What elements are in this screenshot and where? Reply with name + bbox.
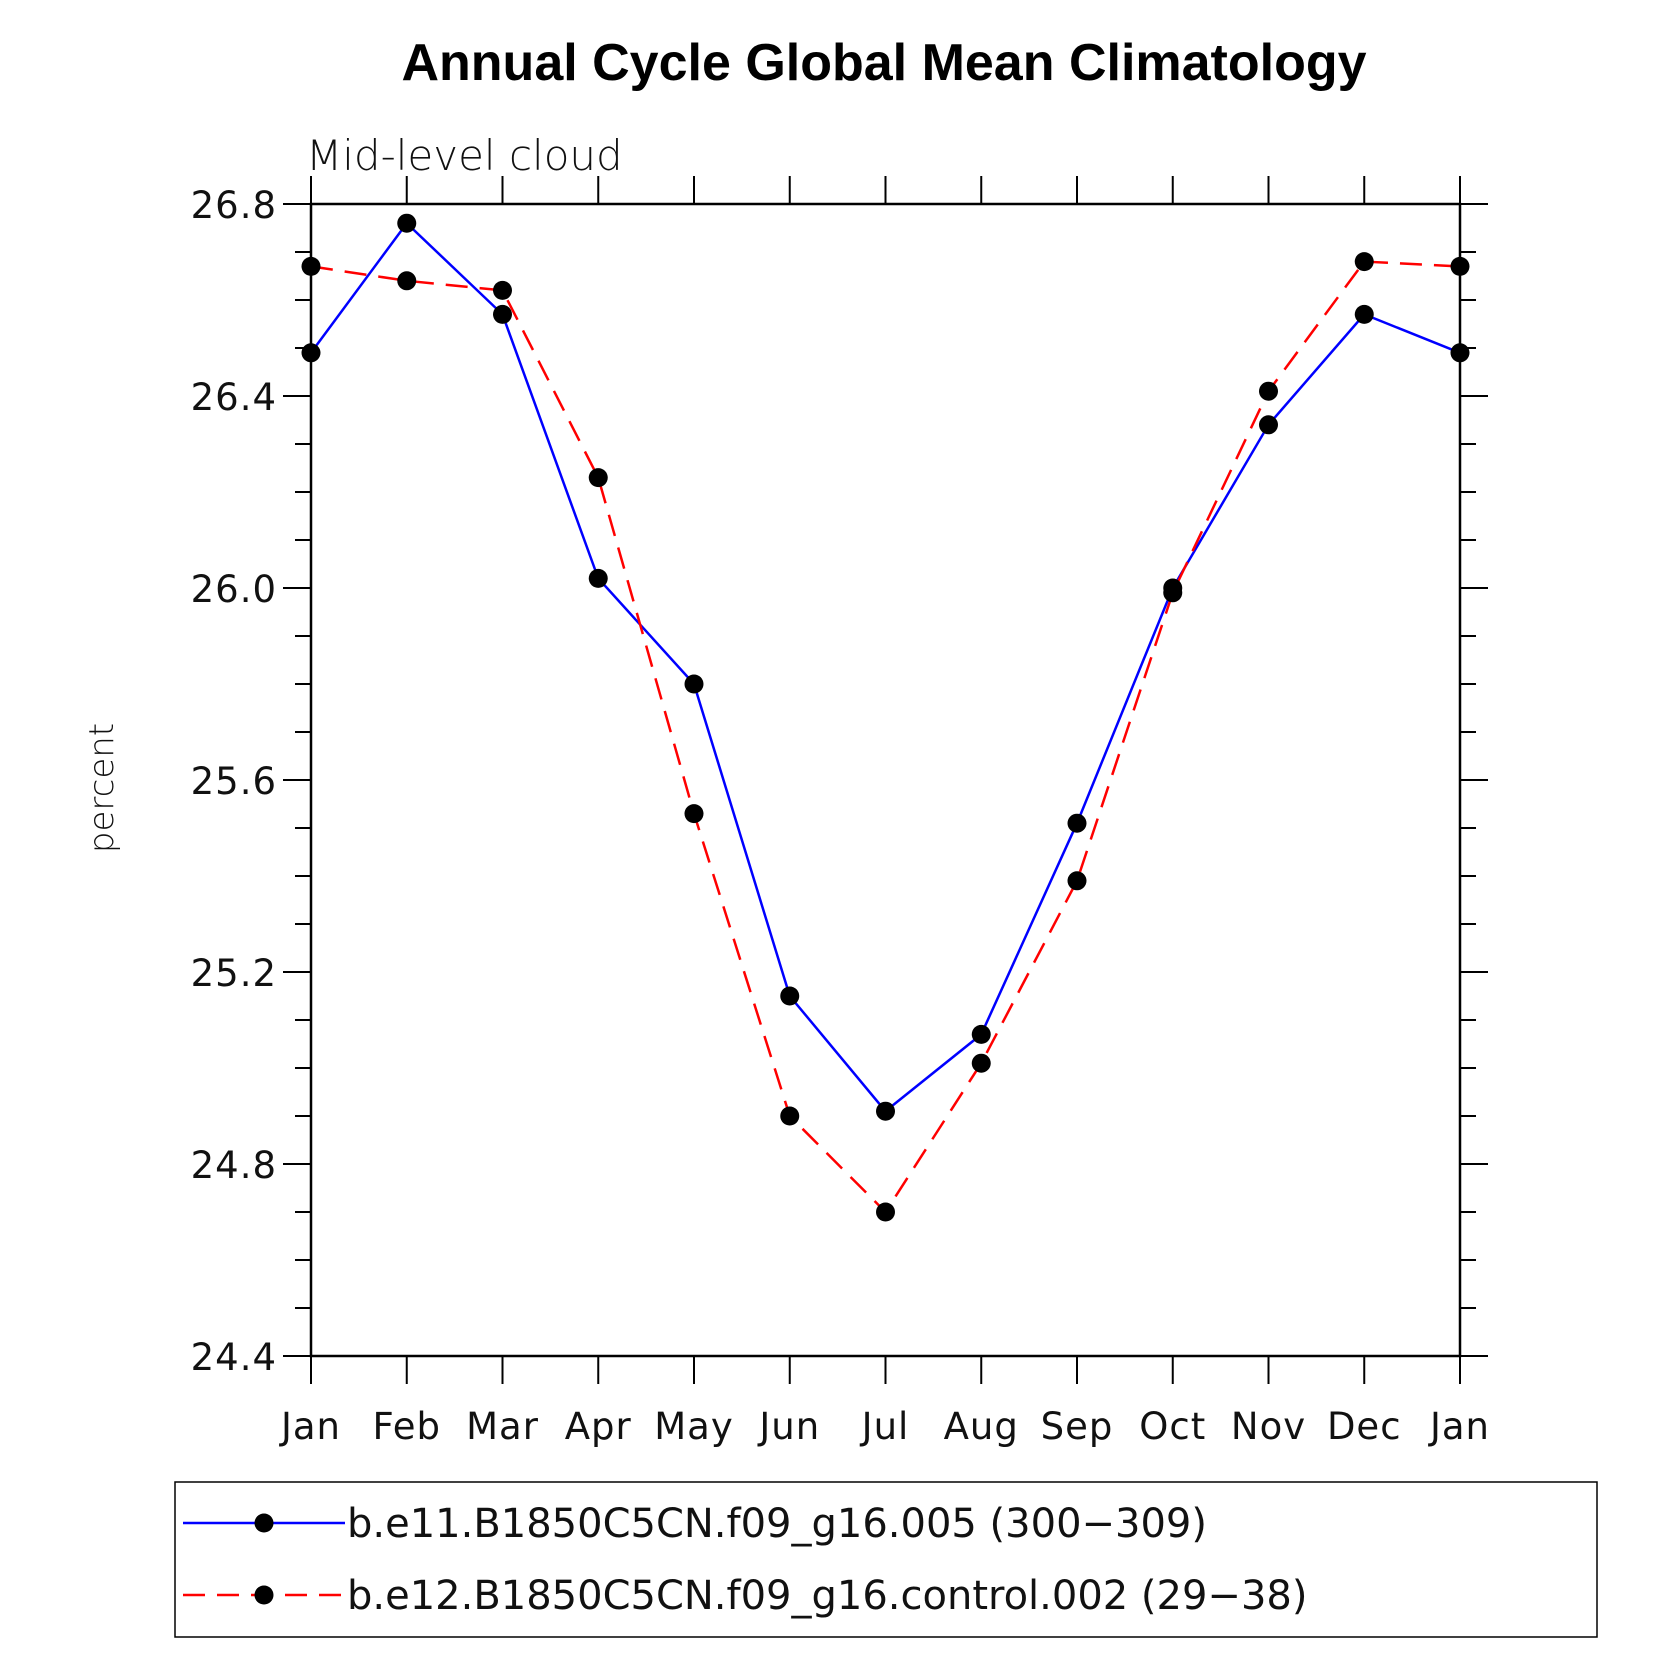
legend-entries: b.e11.B1850C5CN.f09_g16.005 (300−309) b.e… xyxy=(183,1501,1307,1619)
data-point-series-1 xyxy=(780,986,800,1006)
y-tick-label: 25.2 xyxy=(191,952,277,995)
data-point-series-2 xyxy=(876,1202,895,1222)
y-tick-label: 25.6 xyxy=(191,760,277,803)
data-point-series-1 xyxy=(876,1101,895,1121)
y-tick-label: 26.8 xyxy=(191,184,277,227)
x-tick-label: Nov xyxy=(1231,1405,1306,1448)
data-point-series-2 xyxy=(1354,252,1374,272)
data-point-series-2 xyxy=(1163,583,1183,603)
y-tick-labels: 24.4 24.8 25.2 25.6 26.0 26.4 26.8 xyxy=(191,184,277,1379)
y-tick-label: 24.8 xyxy=(191,1144,277,1187)
x-tick-label: Mar xyxy=(466,1405,539,1448)
legend-label-1: b.e11.B1850C5CN.f09_g16.005 (300−309) xyxy=(347,1501,1207,1547)
data-point-series-2 xyxy=(1450,256,1470,276)
x-tick-label: Apr xyxy=(565,1405,632,1448)
legend-label-2: b.e12.B1850C5CN.f09_g16.control.002 (29−… xyxy=(347,1573,1307,1619)
data-point-series-2 xyxy=(588,468,608,488)
x-tick-label: Feb xyxy=(372,1405,441,1448)
x-tick-label: Jun xyxy=(757,1405,820,1448)
legend-marker-1 xyxy=(254,1513,274,1533)
data-point-series-1 xyxy=(301,343,321,363)
data-point-series-1 xyxy=(493,304,512,324)
x-tick-label: Dec xyxy=(1327,1405,1402,1448)
data-point-series-1 xyxy=(684,674,704,694)
y-tick-label: 24.4 xyxy=(191,1336,277,1379)
data-point-series-2 xyxy=(493,280,512,300)
data-point-series-1 xyxy=(1354,304,1374,324)
axes xyxy=(283,176,1488,1384)
y-tick-label: 26.0 xyxy=(191,568,277,611)
data-point-series-2 xyxy=(780,1106,800,1126)
chart-subtitle: Mid-level cloud xyxy=(306,131,623,180)
series-line-1 xyxy=(309,221,1461,1113)
x-tick-label: Jul xyxy=(860,1405,910,1448)
legend-marker-2 xyxy=(254,1585,274,1605)
series-lines xyxy=(309,221,1461,1214)
x-tick-label: Sep xyxy=(1041,1405,1114,1448)
data-markers xyxy=(301,213,1470,1222)
y-axis-label: percent xyxy=(82,723,122,853)
x-tick-labels: Jan Feb Mar Apr May Jun Jul Aug Sep Oct Nov Dec Jan xyxy=(279,1405,1490,1448)
legend: b.e11.B1850C5CN.f09_g16.005 (300−309) b.e… xyxy=(174,1481,1598,1638)
data-point-series-2 xyxy=(971,1053,991,1073)
chart-title: Annual Cycle Global Mean Climatology xyxy=(401,34,1366,92)
data-point-series-2 xyxy=(1067,871,1087,891)
x-tick-label: Oct xyxy=(1139,1405,1206,1448)
x-tick-label: May xyxy=(654,1405,734,1448)
data-point-series-2 xyxy=(397,271,417,291)
x-tick-label: Jan xyxy=(1428,1405,1490,1448)
x-tick-label: Aug xyxy=(944,1405,1019,1448)
data-point-series-1 xyxy=(971,1024,991,1044)
y-tick-label: 26.4 xyxy=(191,376,277,419)
plot-frame xyxy=(309,202,1462,1358)
legend-box xyxy=(174,1481,1598,1638)
data-point-series-1 xyxy=(397,213,417,233)
data-point-series-1 xyxy=(1067,813,1087,833)
data-point-series-1 xyxy=(1450,343,1470,363)
data-point-series-1 xyxy=(1259,415,1278,435)
data-point-series-1 xyxy=(588,568,608,588)
data-point-series-2 xyxy=(301,256,321,276)
data-point-series-2 xyxy=(684,804,704,824)
data-point-series-2 xyxy=(1259,381,1278,401)
x-tick-label: Jan xyxy=(279,1405,341,1448)
